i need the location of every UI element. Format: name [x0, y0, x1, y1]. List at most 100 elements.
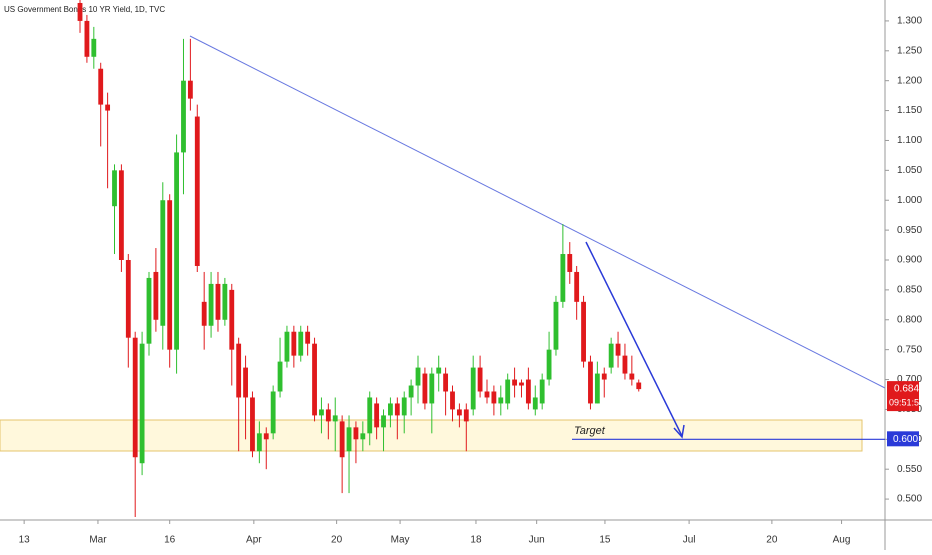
candle-body [463, 409, 469, 422]
y-tick-label: 0.900 [897, 255, 922, 266]
candle-body [112, 170, 117, 207]
candle-body [415, 367, 421, 386]
candle-body [491, 391, 497, 404]
x-tick-label: Mar [89, 535, 107, 546]
x-tick-label: 15 [599, 535, 611, 546]
candle-body [601, 373, 607, 380]
y-tick-label: 1.250 [897, 45, 922, 56]
candle-body [132, 337, 138, 458]
candle-body [291, 331, 297, 356]
chart-title: US Government Bonds 10 YR Yield, 1D, TVC [4, 5, 165, 14]
candle-body [553, 301, 559, 350]
candle-body [222, 283, 228, 320]
candle-body [187, 80, 193, 99]
x-tick-label: 13 [19, 535, 31, 546]
x-tick-label: Aug [833, 535, 851, 546]
candle-body [277, 361, 283, 392]
candle-body [125, 260, 131, 338]
candle-body [636, 382, 642, 390]
candle-body [353, 427, 359, 440]
candle-body [139, 343, 145, 464]
x-tick-label: 18 [470, 535, 482, 546]
candle-body [484, 391, 490, 398]
candle-body [581, 301, 586, 362]
y-tick-label: 1.000 [897, 195, 922, 206]
candle-body [98, 68, 104, 105]
candle-body [588, 361, 593, 404]
candle-body [429, 373, 435, 404]
x-tick-label: 16 [164, 535, 176, 546]
x-tick-label: Jun [529, 535, 545, 546]
candle-body [319, 409, 324, 416]
target-price-label: 0.600 [893, 434, 918, 445]
candle-body [77, 2, 83, 21]
y-tick-label: 1.200 [897, 75, 922, 86]
candle-body [229, 289, 235, 350]
candle-body [243, 367, 248, 398]
candle-body [325, 409, 331, 422]
target-text: Target [574, 425, 606, 437]
y-tick-label: 1.050 [897, 165, 922, 176]
candle-body [470, 367, 476, 410]
candle-body [284, 331, 290, 362]
candle-body [146, 277, 152, 344]
candle-body [174, 152, 180, 350]
last-price-box [887, 381, 919, 412]
candle-body [346, 427, 352, 452]
candle-body [339, 421, 345, 458]
y-tick-label: 0.750 [897, 344, 922, 355]
y-tick-label: 1.100 [897, 135, 922, 146]
candle-body [443, 373, 449, 392]
candle-body [215, 283, 221, 320]
y-tick-label: 0.500 [897, 494, 922, 505]
candle-body [194, 116, 200, 266]
candle-body [574, 271, 580, 302]
candle-body [250, 397, 255, 452]
projection-arrow [585, 241, 683, 437]
candle-body [512, 379, 517, 386]
candle-body [401, 397, 407, 416]
candle-body [546, 349, 552, 380]
candle-body [381, 415, 386, 428]
candle-body [505, 379, 511, 404]
x-tick-label: Jul [683, 535, 696, 546]
y-tick-label: 1.150 [897, 105, 922, 116]
candle-body [360, 433, 366, 440]
candle-body [608, 343, 614, 368]
arrow-head [673, 424, 685, 439]
y-tick-label: 0.850 [897, 285, 922, 296]
candle-body [332, 415, 338, 422]
y-tick-label: 0.700 [897, 374, 922, 385]
candle-body [477, 367, 483, 392]
candle-body [532, 397, 538, 410]
candle-body [394, 403, 400, 416]
x-tick-label: 20 [331, 535, 343, 546]
candle-body [567, 254, 573, 272]
candle-body [519, 382, 524, 386]
candle-body [153, 271, 159, 320]
y-tick-label: 1.300 [897, 16, 922, 27]
target-zone [0, 419, 863, 452]
x-tick-label: Apr [246, 535, 262, 546]
candle-body [105, 104, 111, 111]
candle-body [367, 397, 373, 434]
candle-body [298, 331, 304, 356]
candle-body [422, 373, 428, 404]
candle-body [305, 331, 311, 344]
candle-body [374, 403, 380, 428]
candle-body [408, 385, 414, 398]
candle-body [91, 38, 97, 57]
candle-body [498, 397, 504, 404]
candle-body [436, 367, 442, 374]
candle-body [560, 254, 566, 302]
y-tick-label: 0.950 [897, 225, 922, 236]
candle-body [622, 355, 628, 374]
candle-body [236, 343, 242, 398]
candle-body [388, 403, 393, 416]
candle-body [208, 283, 214, 326]
trend-line [189, 35, 886, 389]
candle-body [160, 200, 166, 326]
y-tick-label: 0.550 [897, 464, 922, 475]
